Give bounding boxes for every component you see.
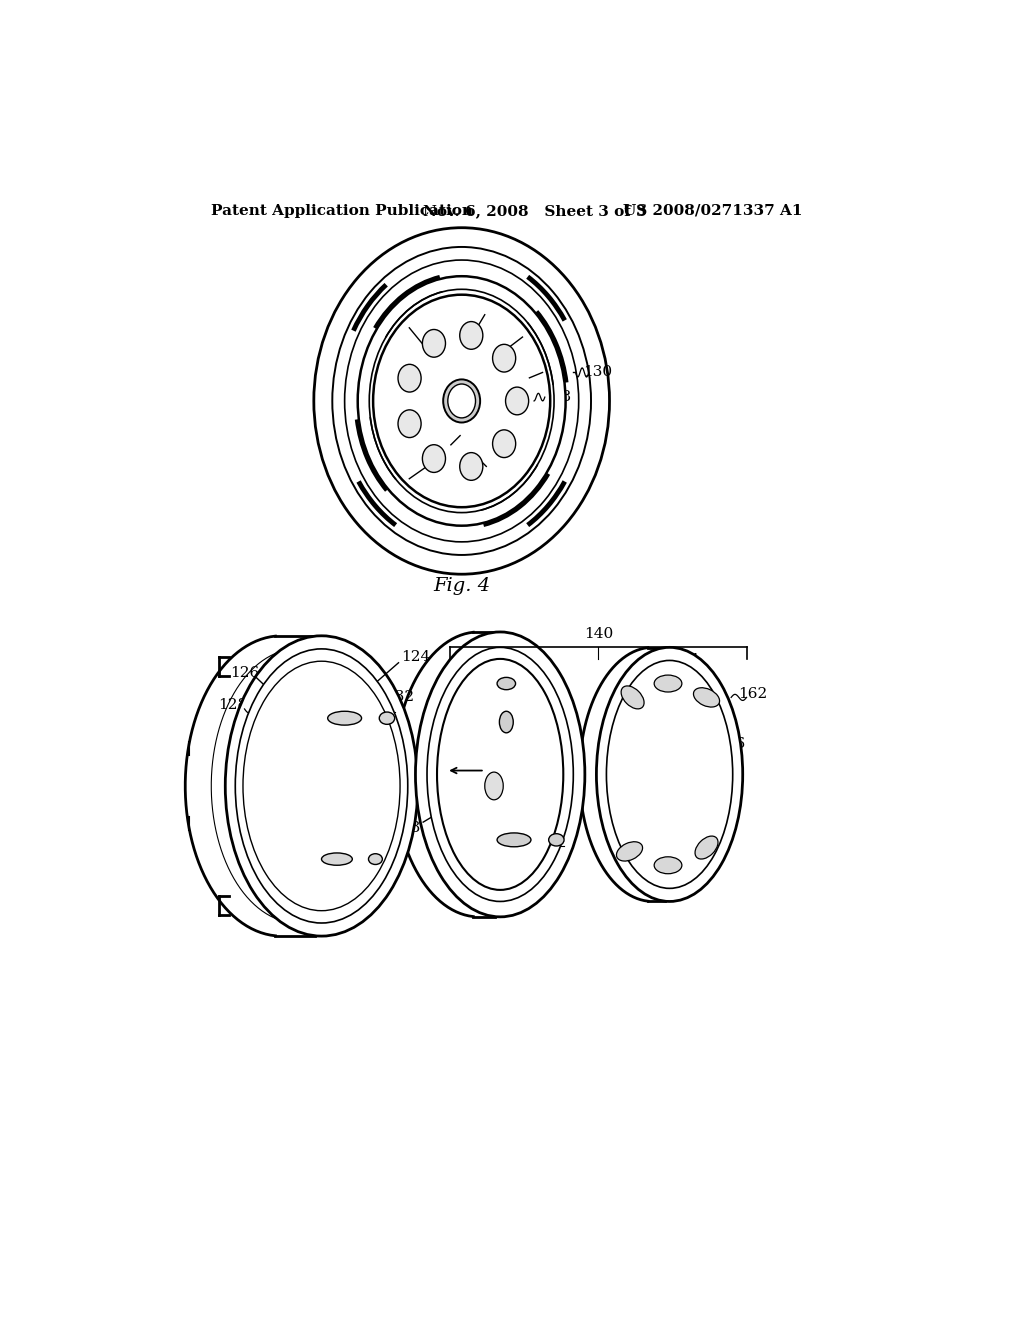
Ellipse shape bbox=[357, 276, 565, 525]
Text: 154: 154 bbox=[536, 363, 565, 378]
Ellipse shape bbox=[373, 294, 550, 507]
Ellipse shape bbox=[427, 647, 573, 902]
Text: US 2008/0271337 A1: US 2008/0271337 A1 bbox=[624, 203, 803, 218]
Text: 166: 166 bbox=[426, 440, 455, 454]
Ellipse shape bbox=[416, 632, 585, 917]
Text: Fig. 4: Fig. 4 bbox=[433, 577, 490, 595]
Text: 154: 154 bbox=[432, 821, 461, 836]
Ellipse shape bbox=[549, 834, 564, 846]
Text: 130: 130 bbox=[401, 821, 430, 836]
Text: 128: 128 bbox=[218, 698, 248, 711]
Ellipse shape bbox=[243, 661, 400, 911]
Text: 152: 152 bbox=[474, 301, 503, 315]
Ellipse shape bbox=[606, 660, 733, 888]
Ellipse shape bbox=[398, 409, 421, 437]
Text: 128: 128 bbox=[385, 315, 415, 330]
Text: 160: 160 bbox=[695, 828, 724, 841]
Text: 130: 130 bbox=[584, 366, 612, 379]
Ellipse shape bbox=[422, 330, 445, 358]
Ellipse shape bbox=[497, 833, 531, 847]
Text: 150: 150 bbox=[547, 828, 577, 841]
Ellipse shape bbox=[460, 453, 483, 480]
Text: 156: 156 bbox=[516, 767, 546, 781]
Text: 152: 152 bbox=[500, 661, 528, 675]
Text: 132: 132 bbox=[385, 690, 415, 705]
Text: 140: 140 bbox=[584, 627, 613, 642]
Ellipse shape bbox=[654, 857, 682, 874]
Text: 120: 120 bbox=[367, 850, 395, 865]
Text: Nov. 6, 2008   Sheet 3 of 3: Nov. 6, 2008 Sheet 3 of 3 bbox=[423, 203, 647, 218]
Text: 124: 124 bbox=[400, 651, 430, 664]
Ellipse shape bbox=[437, 659, 563, 890]
Ellipse shape bbox=[333, 247, 591, 554]
Text: Patent Application Publication: Patent Application Publication bbox=[211, 203, 473, 218]
Text: 128: 128 bbox=[543, 391, 571, 404]
Ellipse shape bbox=[370, 289, 554, 512]
Ellipse shape bbox=[693, 688, 720, 708]
Text: 166: 166 bbox=[430, 374, 460, 387]
Text: 166: 166 bbox=[717, 737, 745, 751]
Ellipse shape bbox=[443, 379, 480, 422]
Text: Fig. 5: Fig. 5 bbox=[457, 870, 513, 887]
Ellipse shape bbox=[398, 364, 421, 392]
Ellipse shape bbox=[493, 345, 516, 372]
Ellipse shape bbox=[695, 836, 718, 859]
Text: 126: 126 bbox=[230, 665, 259, 680]
Ellipse shape bbox=[369, 854, 382, 865]
Ellipse shape bbox=[484, 772, 503, 800]
Ellipse shape bbox=[654, 675, 682, 692]
Ellipse shape bbox=[225, 636, 418, 936]
Ellipse shape bbox=[460, 322, 483, 350]
Ellipse shape bbox=[322, 853, 352, 866]
Ellipse shape bbox=[379, 711, 394, 725]
Ellipse shape bbox=[422, 445, 445, 473]
Text: 134: 134 bbox=[225, 744, 254, 758]
Ellipse shape bbox=[497, 677, 515, 689]
Ellipse shape bbox=[328, 711, 361, 725]
Ellipse shape bbox=[345, 260, 579, 541]
Ellipse shape bbox=[616, 842, 643, 861]
Ellipse shape bbox=[236, 649, 408, 923]
Ellipse shape bbox=[500, 711, 513, 733]
Ellipse shape bbox=[596, 647, 742, 902]
Ellipse shape bbox=[447, 384, 475, 418]
Ellipse shape bbox=[506, 387, 528, 414]
Ellipse shape bbox=[493, 430, 516, 458]
Text: 162: 162 bbox=[738, 686, 767, 701]
Text: 126: 126 bbox=[476, 466, 506, 479]
Ellipse shape bbox=[622, 686, 644, 709]
Text: 126: 126 bbox=[516, 329, 546, 342]
Text: 128: 128 bbox=[384, 475, 413, 488]
Ellipse shape bbox=[313, 227, 609, 574]
Text: 122: 122 bbox=[223, 799, 253, 812]
Text: 164: 164 bbox=[671, 653, 699, 668]
